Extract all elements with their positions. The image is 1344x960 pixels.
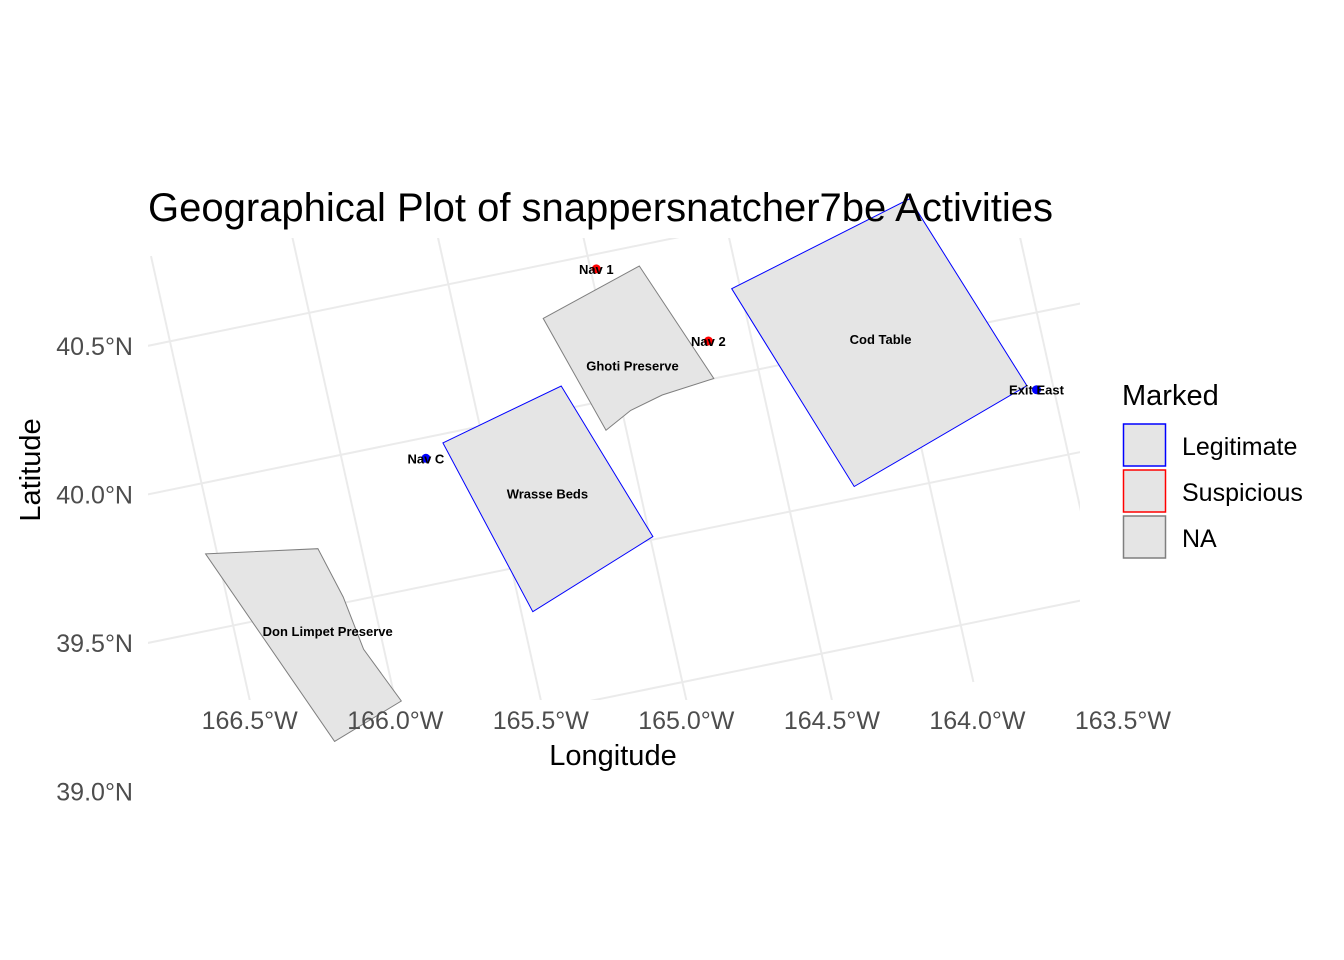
region-label: Ghoti Preserve [586,358,679,373]
region-don-limpet-preserve [204,548,403,743]
point-exit-east [1032,385,1041,395]
region-label: Cod Table [850,332,912,347]
chart-title: Geographical Plot of snappersnatcher7be … [148,186,1053,230]
parallel-line-3 [148,238,680,347]
x-tick-label: 164.5°W [784,707,881,735]
meridian-line-4 [728,238,833,700]
y-tick-label: 39.5°N [56,630,133,658]
region-cod-table [730,198,1028,488]
x-tick-label: 163.5°W [1075,707,1172,735]
meridian-line-6 [1019,238,1080,512]
parallel-line-0 [589,599,1080,700]
region-wrasse-beds [442,385,654,613]
region-ghoti-preserve [542,265,715,432]
y-tick-label: 40.0°N [56,481,133,509]
point-label: Nav 1 [579,262,614,277]
point-label: Nav C [407,451,444,466]
meridian-line-1 [291,238,397,700]
meridian-line-3 [582,238,688,700]
x-tick-label: 164.0°W [929,707,1026,735]
region-label: Don Limpet Preserve [263,624,393,639]
legend-label: Legitimate [1182,433,1297,461]
point-nav-c [421,453,431,463]
legend-items: Legitimate Suspicious NA [1122,423,1303,559]
point-label: Exit East [1009,383,1065,398]
legend: Marked Legitimate Suspicious NA [1122,380,1303,559]
x-tick-label: 165.5°W [493,707,590,735]
legend-key-legitimate [1122,423,1167,467]
y-axis-title: Latitude [15,418,47,521]
legend-title: Marked [1122,380,1219,412]
legend-key-na [1122,515,1167,559]
legend-label: NA [1182,525,1217,553]
regions-layer [204,198,1028,743]
legend-label: Suspicious [1182,479,1303,507]
x-tick-label: 166.5°W [202,707,299,735]
region-label: Wrasse Beds [507,486,588,501]
labels-layer: Don Limpet Preserve Wrasse Beds Ghoti Pres… [263,262,1065,639]
x-tick-label: 165.0°W [638,707,735,735]
x-axis-ticks: 166.5°W 166.0°W 165.5°W 165.0°W 164.5°W 164.0… [202,707,1172,735]
point-label: Nav 2 [691,334,726,349]
point-nav-2 [703,336,713,346]
y-tick-label: 40.5°N [56,333,133,361]
x-axis-title: Longitude [549,740,676,772]
y-tick-label: 39.0°N [56,779,133,807]
point-nav-1 [591,264,601,274]
x-tick-label: 166.0°W [347,707,444,735]
points-layer [421,264,1041,463]
legend-key-suspicious [1122,469,1167,513]
meridian-line-0 [150,255,251,700]
y-axis-ticks: 39.0°N 39.5°N 40.0°N 40.5°N [56,333,133,807]
